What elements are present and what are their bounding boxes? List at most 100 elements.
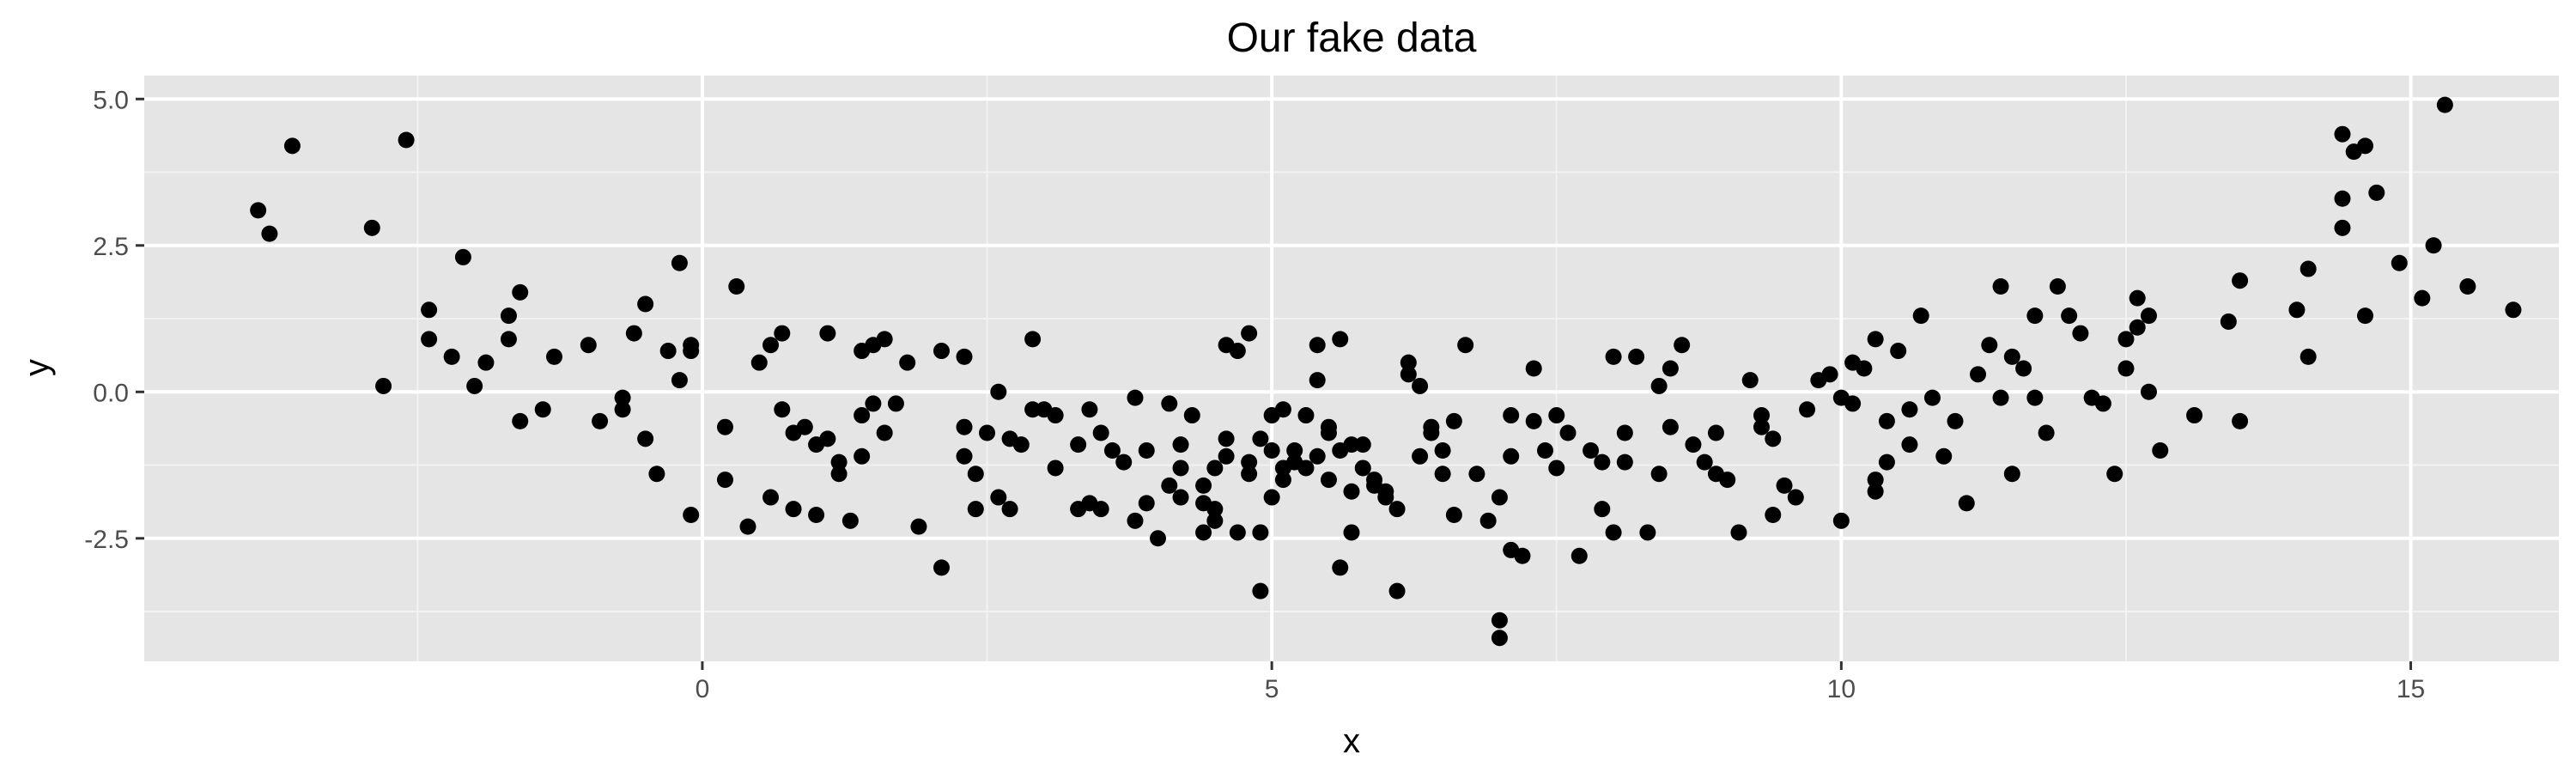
data-point xyxy=(1878,453,1895,471)
data-point xyxy=(1821,366,1838,383)
data-point xyxy=(1445,412,1462,429)
data-point xyxy=(1674,337,1691,354)
data-point xyxy=(1423,418,1440,435)
data-point xyxy=(1787,489,1804,506)
data-point xyxy=(2094,395,2111,412)
data-point xyxy=(819,325,836,342)
data-point xyxy=(1491,612,1508,629)
data-point xyxy=(1343,483,1360,500)
data-point xyxy=(580,337,597,354)
data-point xyxy=(2152,441,2169,459)
data-point xyxy=(762,337,780,354)
data-point xyxy=(1024,331,1042,348)
data-point xyxy=(1343,436,1360,453)
data-point xyxy=(1730,524,1747,541)
data-point xyxy=(1161,395,1178,412)
data-point xyxy=(592,412,609,429)
data-point xyxy=(967,501,984,518)
data-point xyxy=(1161,477,1178,494)
data-point xyxy=(1434,441,1451,459)
data-point xyxy=(1503,407,1520,424)
data-point xyxy=(1343,524,1360,541)
data-point xyxy=(1024,401,1042,418)
data-point xyxy=(1878,412,1895,429)
data-point xyxy=(1354,460,1371,477)
x-tick-label: 15 xyxy=(2397,675,2425,703)
data-point xyxy=(1799,401,1816,418)
data-point xyxy=(1548,460,1565,477)
data-point xyxy=(2106,466,2123,483)
data-point xyxy=(1536,441,1553,459)
data-point xyxy=(1047,407,1064,424)
data-point xyxy=(250,202,267,219)
data-point xyxy=(750,354,768,371)
data-point xyxy=(2459,278,2476,295)
data-point xyxy=(808,507,825,523)
y-tick-label: 5.0 xyxy=(93,86,129,114)
data-point xyxy=(1662,360,1679,377)
data-point xyxy=(648,466,665,483)
data-point xyxy=(1719,472,1736,489)
data-point xyxy=(2334,125,2351,143)
data-point xyxy=(2026,389,2044,406)
data-point xyxy=(1183,407,1200,424)
data-point xyxy=(683,507,700,523)
data-point xyxy=(2436,96,2453,113)
data-point xyxy=(1753,407,1771,424)
data-point xyxy=(1696,453,1713,471)
data-point xyxy=(1206,501,1224,518)
data-point xyxy=(659,343,677,360)
data-point xyxy=(1707,424,1724,441)
data-point xyxy=(785,501,802,518)
data-point xyxy=(876,424,893,441)
data-point xyxy=(477,354,495,371)
data-point xyxy=(1206,512,1224,529)
data-point xyxy=(1491,489,1508,506)
data-point xyxy=(1206,460,1224,477)
data-point xyxy=(1138,441,1155,459)
data-point xyxy=(466,377,483,394)
data-point xyxy=(1320,472,1337,489)
data-point xyxy=(933,559,950,576)
grid-minor xyxy=(144,76,2559,661)
data-point xyxy=(398,131,415,149)
data-point xyxy=(1012,436,1030,453)
data-point xyxy=(1127,389,1144,406)
data-point xyxy=(876,331,893,348)
data-point xyxy=(1332,331,1349,348)
data-point xyxy=(1309,337,1326,354)
x-tick-label: 10 xyxy=(1827,675,1856,703)
data-point xyxy=(1400,366,1417,383)
y-tick-label: 2.5 xyxy=(93,233,129,261)
data-point xyxy=(1832,512,1850,529)
data-point xyxy=(865,395,882,412)
data-point xyxy=(1639,524,1656,541)
data-point xyxy=(2026,307,2044,325)
data-point xyxy=(1741,372,1759,389)
data-point xyxy=(546,348,563,365)
data-point xyxy=(1229,524,1246,541)
data-point xyxy=(421,301,438,319)
data-point xyxy=(1412,377,1429,394)
x-axis: 0 5 10 15 xyxy=(696,661,2425,703)
data-point xyxy=(1229,343,1246,360)
data-point xyxy=(841,512,859,529)
data-point xyxy=(1923,389,1941,406)
data-point xyxy=(2003,348,2020,365)
data-point xyxy=(1138,495,1155,512)
data-point xyxy=(2232,412,2249,429)
data-point xyxy=(500,331,517,348)
data-point xyxy=(1525,360,1542,377)
data-point xyxy=(1252,430,1269,447)
data-point xyxy=(990,383,1007,400)
data-point xyxy=(956,348,973,365)
data-point xyxy=(1650,466,1668,483)
data-point xyxy=(1981,337,1998,354)
data-point xyxy=(854,447,871,465)
data-point xyxy=(899,354,916,371)
data-point xyxy=(1309,447,1326,465)
data-point xyxy=(1274,401,1291,418)
data-point xyxy=(1457,337,1474,354)
data-point xyxy=(1867,472,1884,489)
y-axis: -2.5 0.0 2.5 5.0 xyxy=(84,86,144,554)
